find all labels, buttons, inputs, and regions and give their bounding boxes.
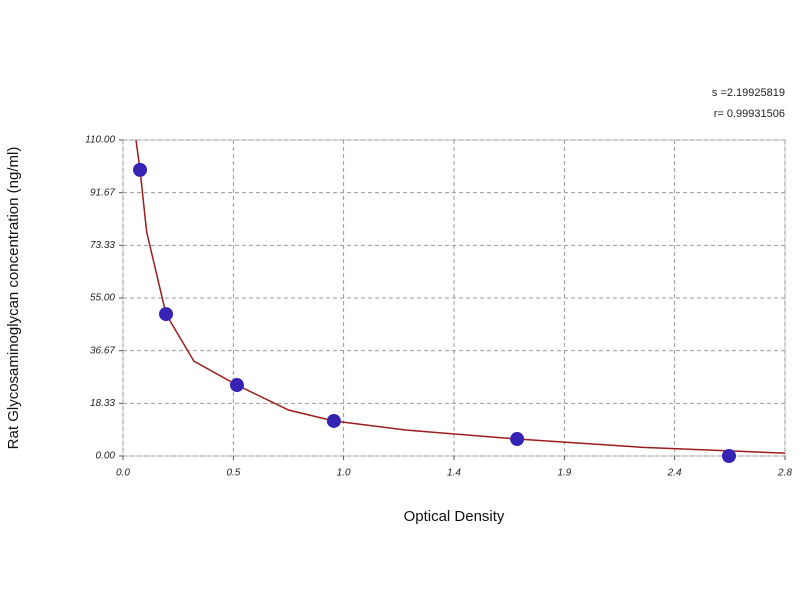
x-tick-label: 1.9: [557, 468, 571, 479]
annotation: r= 0.99931506: [714, 108, 785, 120]
y-axis-label: Rat Glycosaminoglycan concentration (ng/…: [5, 147, 22, 450]
y-tick-label: 55.00: [90, 293, 115, 304]
y-tick-label: 36.67: [90, 345, 115, 356]
x-axis-label: Optical Density: [404, 508, 505, 525]
y-tick-label: 0.00: [96, 451, 116, 462]
fit-curve: [135, 140, 785, 454]
y-tick-label: 18.33: [90, 398, 115, 409]
data-point: [510, 432, 525, 447]
x-tick-label: 2.4: [667, 468, 682, 479]
x-tick-label: 1.4: [447, 468, 461, 479]
y-tick-label: 110.00: [85, 135, 115, 146]
data-point: [721, 449, 736, 463]
data-point: [133, 162, 148, 177]
x-tick-label: 1.0: [337, 468, 351, 479]
x-tick-label: 2.8: [777, 468, 792, 479]
data-point: [326, 413, 341, 428]
y-tick-label: 91.67: [90, 187, 115, 198]
data-point: [229, 378, 244, 393]
x-tick-label: 0.0: [116, 468, 130, 479]
annotation: s =2.19925819: [712, 87, 785, 99]
y-tick-label: 73.33: [90, 240, 115, 251]
data-point: [159, 307, 174, 322]
x-tick-label: 0.5: [226, 468, 240, 479]
